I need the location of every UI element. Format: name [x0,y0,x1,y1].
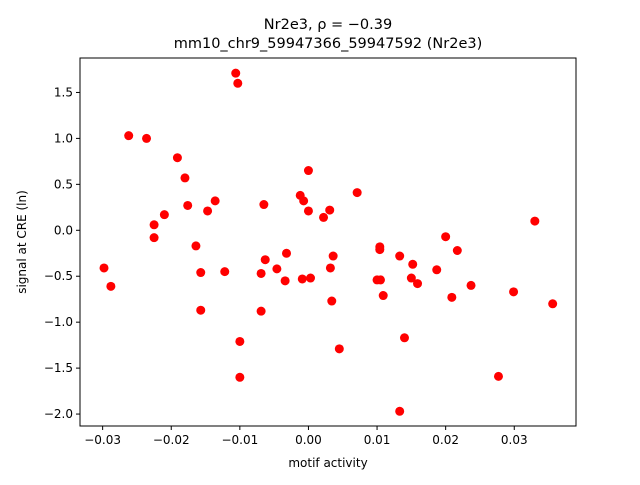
x-tick-label-2: −0.01 [221,433,258,447]
data-point-4 [149,220,159,230]
data-point-58 [530,216,540,226]
chart-title: Nr2e3, ρ = −0.39 [264,17,392,33]
data-point-31 [303,206,313,216]
x-axis-ticks: −0.03 −0.02 −0.01 0.00 0.01 0.02 0.03 [84,426,528,447]
data-point-57 [509,287,519,297]
data-point-6 [159,210,169,220]
data-point-7 [172,153,182,163]
data-point-13 [203,206,213,216]
data-point-50 [413,279,423,289]
x-tick-label-3: 0.00 [295,433,322,447]
data-point-12 [196,305,206,315]
y-tick-label-3: −0.5 [44,269,73,283]
y-tick-label-2: −1.0 [44,315,73,329]
y-tick-label-6: 1.0 [54,131,73,145]
data-point-29 [299,196,309,206]
data-point-0 [99,263,109,273]
data-point-1 [106,281,116,291]
data-point-17 [233,78,243,88]
data-point-28 [297,274,307,284]
data-point-38 [334,344,344,354]
x-tick-label-0: −0.03 [84,433,121,447]
data-point-20 [256,268,266,278]
data-point-36 [327,296,337,306]
data-point-44 [378,291,388,301]
y-axis-ticks: −2.0 −1.5 −1.0 −0.5 0.0 0.5 1.0 1.5 [44,85,80,421]
data-point-35 [325,263,335,273]
data-point-14 [210,196,220,206]
data-point-46 [395,406,405,416]
data-point-2 [124,131,134,141]
data-point-19 [235,372,245,382]
data-point-47 [399,333,409,343]
data-point-22 [259,200,269,210]
x-tick-label-1: −0.02 [153,433,190,447]
data-point-48 [406,273,416,283]
axes-frame [79,57,577,427]
data-point-15 [220,267,230,277]
data-point-37 [328,251,338,261]
data-point-25 [280,276,290,286]
data-point-33 [319,212,329,222]
data-point-11 [196,268,206,278]
data-point-24 [272,264,282,274]
data-point-3 [142,133,152,143]
data-point-39 [352,188,362,198]
data-points [99,68,558,416]
data-point-53 [447,292,457,302]
data-point-23 [260,255,270,265]
data-point-34 [325,205,335,215]
x-axis-label: motif activity [288,456,367,470]
data-point-16 [231,68,241,78]
data-point-52 [441,232,451,242]
x-tick-label-5: 0.02 [432,433,459,447]
data-point-51 [432,265,442,275]
data-point-9 [183,200,193,210]
x-tick-label-4: 0.01 [364,433,391,447]
data-point-55 [466,280,476,290]
data-point-18 [235,336,245,346]
data-point-45 [395,251,405,261]
data-point-42 [375,245,385,255]
y-tick-label-1: −1.5 [44,361,73,375]
data-point-54 [452,246,462,255]
data-point-21 [256,306,266,316]
data-point-5 [149,233,159,243]
data-point-56 [493,371,503,381]
data-point-26 [282,248,291,258]
data-point-32 [306,273,316,283]
data-point-59 [548,299,558,309]
x-tick-label-6: 0.03 [501,433,528,447]
y-tick-label-0: −2.0 [44,407,73,421]
data-point-49 [408,259,418,269]
data-point-30 [303,166,313,176]
y-tick-label-5: 0.5 [54,177,73,191]
y-tick-label-4: 0.0 [54,223,73,237]
data-point-8 [180,173,190,183]
data-point-43 [375,275,385,285]
y-axis-label: signal at CRE (ln) [15,190,29,294]
y-tick-label-7: 1.5 [54,85,73,99]
data-point-10 [191,241,201,251]
chart-subtitle: mm10_chr9_59947366_59947592 (Nr2e3) [174,36,483,52]
